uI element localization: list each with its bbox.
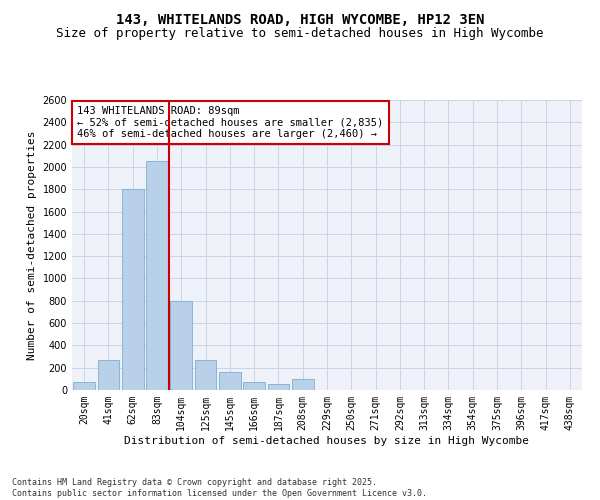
- Bar: [194, 360, 217, 390]
- X-axis label: Distribution of semi-detached houses by size in High Wycombe: Distribution of semi-detached houses by …: [125, 436, 530, 446]
- Bar: [97, 360, 119, 390]
- Y-axis label: Number of semi-detached properties: Number of semi-detached properties: [27, 130, 37, 360]
- Bar: [292, 379, 314, 390]
- Text: 143 WHITELANDS ROAD: 89sqm
← 52% of semi-detached houses are smaller (2,835)
46%: 143 WHITELANDS ROAD: 89sqm ← 52% of semi…: [77, 106, 383, 139]
- Bar: [146, 162, 168, 390]
- Bar: [122, 189, 143, 390]
- Text: 143, WHITELANDS ROAD, HIGH WYCOMBE, HP12 3EN: 143, WHITELANDS ROAD, HIGH WYCOMBE, HP12…: [116, 12, 484, 26]
- Text: Size of property relative to semi-detached houses in High Wycombe: Size of property relative to semi-detach…: [56, 28, 544, 40]
- Bar: [219, 372, 241, 390]
- Bar: [268, 384, 289, 390]
- Bar: [73, 382, 95, 390]
- Bar: [170, 301, 192, 390]
- Bar: [243, 382, 265, 390]
- Text: Contains HM Land Registry data © Crown copyright and database right 2025.
Contai: Contains HM Land Registry data © Crown c…: [12, 478, 427, 498]
